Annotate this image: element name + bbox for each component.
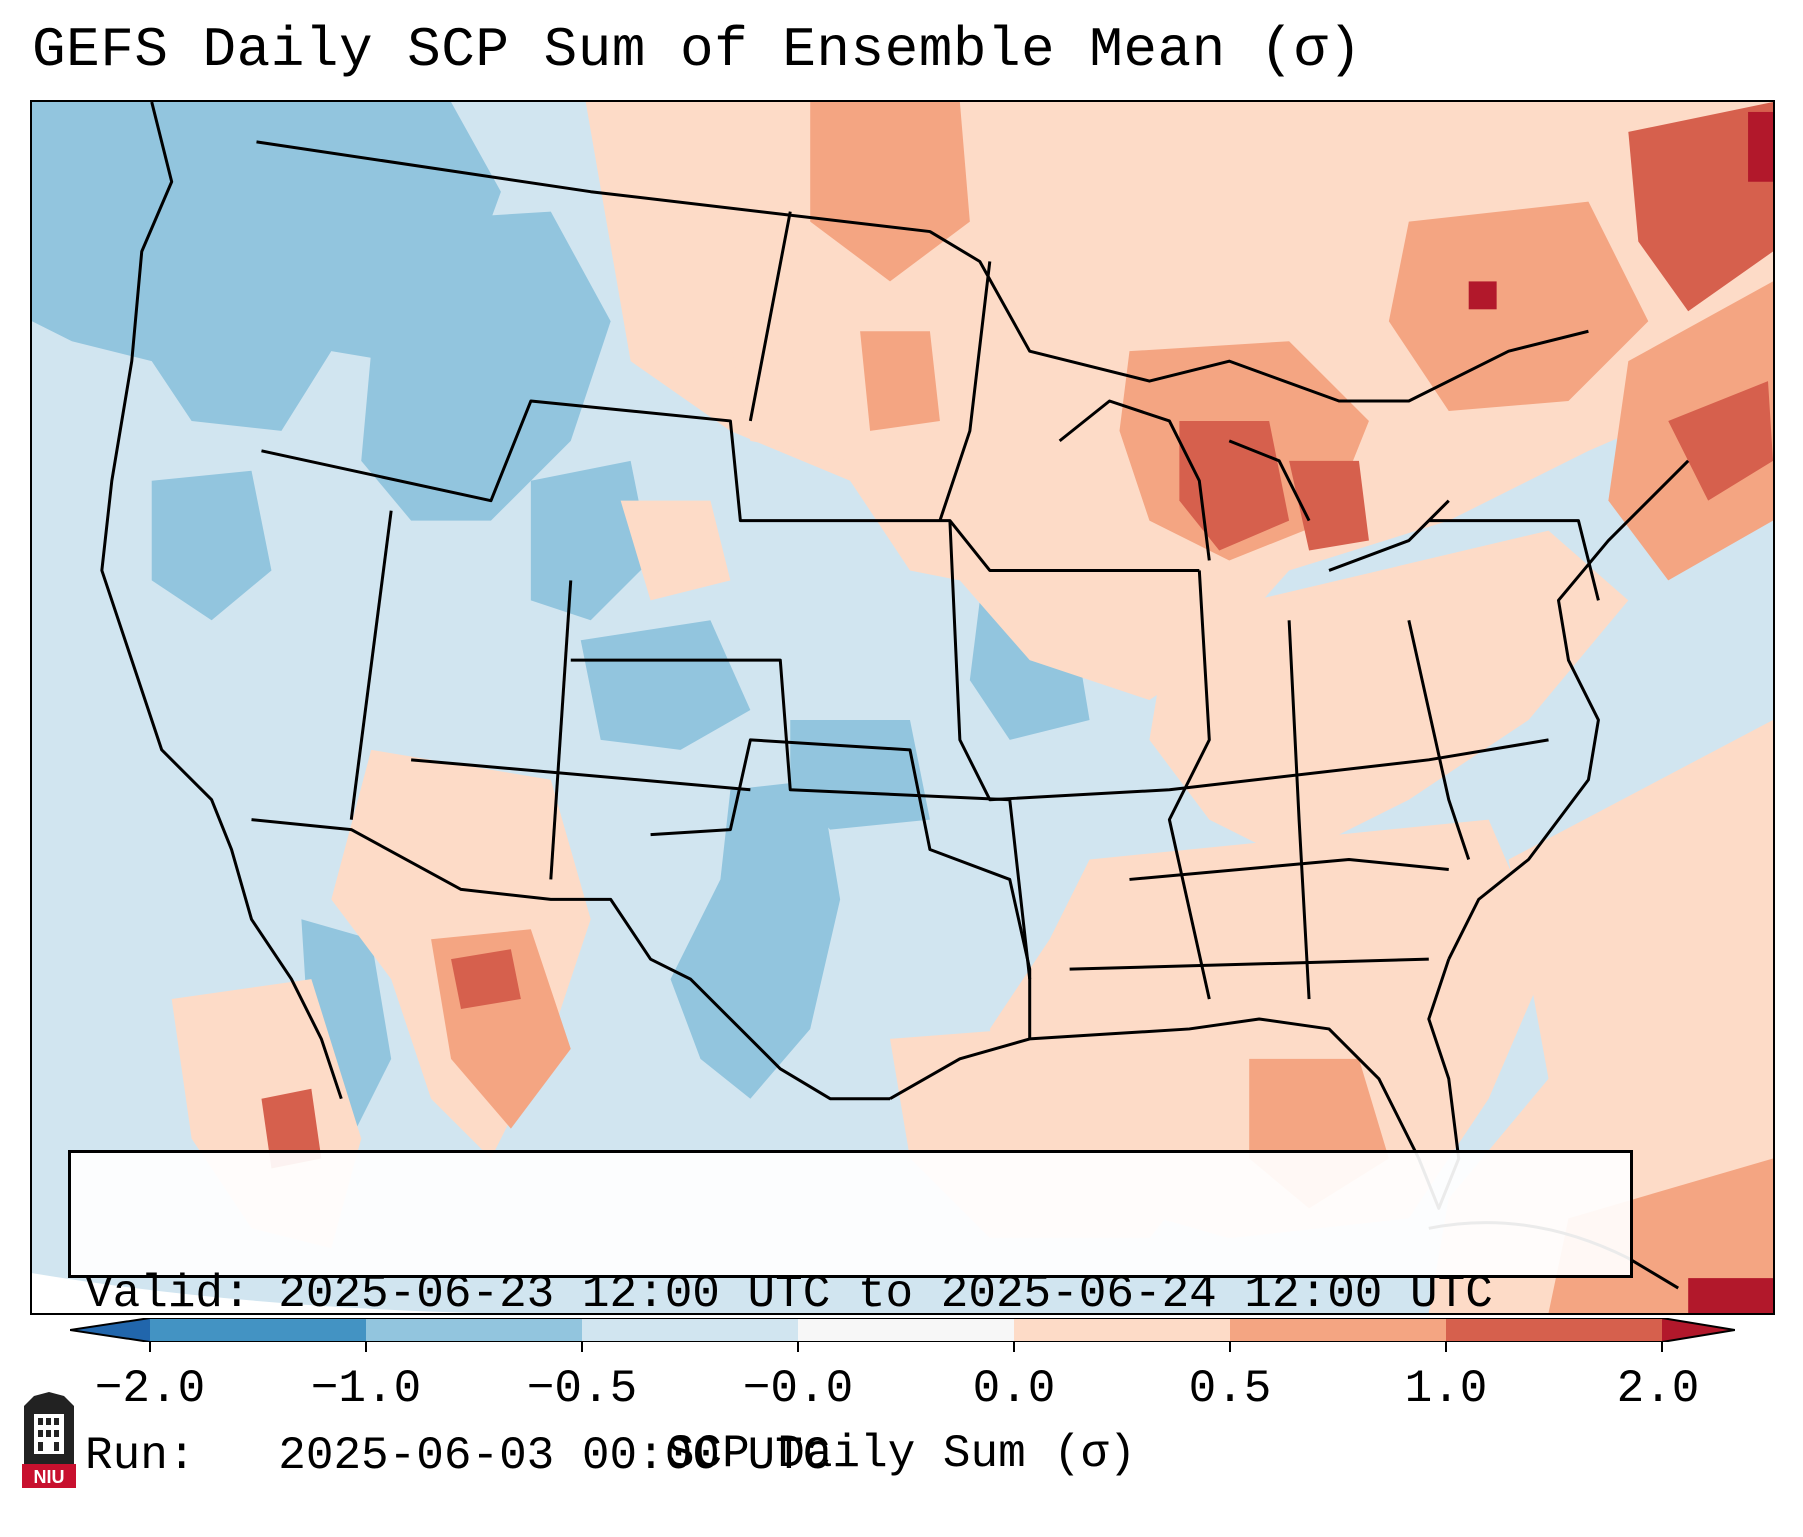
ontario-positive bbox=[1388, 201, 1649, 411]
tick-label-7: 1.0 bbox=[1404, 1363, 1488, 1415]
run-time-text: Run: 2025-06-03 00:00 UTC bbox=[85, 1430, 831, 1482]
interior-line-7 bbox=[1167, 570, 1211, 1000]
quebec-extreme bbox=[1468, 281, 1497, 310]
great-lakes-shore bbox=[1058, 399, 1450, 572]
tick-mark-3 bbox=[581, 1342, 583, 1352]
boundaries bbox=[100, 102, 1690, 1210]
tick-label-5: 0.0 bbox=[972, 1363, 1056, 1415]
tick-mark-2 bbox=[365, 1342, 367, 1352]
nd-positive bbox=[860, 331, 940, 431]
projection-edge bbox=[32, 1273, 731, 1313]
interior-line-4 bbox=[570, 658, 1032, 980]
us-canada-border bbox=[256, 140, 1589, 403]
idaho-montana-negative bbox=[361, 211, 611, 521]
valid-time-text: Valid: 2025-06-23 12:00 UTC to 2025-06-2… bbox=[85, 1268, 1493, 1320]
logo-text: NIU bbox=[34, 1467, 65, 1487]
interior-line-6 bbox=[948, 520, 1549, 802]
colorbar-seg-2 bbox=[366, 1318, 582, 1342]
tick-label-2: −1.0 bbox=[310, 1363, 422, 1415]
colorbar-seg-1 bbox=[150, 1318, 366, 1342]
interior-line-8 bbox=[1287, 620, 1311, 1000]
oregon-coast-negative bbox=[151, 470, 272, 621]
colorbar-label: SCP Daily Sum (σ) bbox=[666, 1428, 1137, 1480]
west-coast bbox=[100, 102, 343, 1100]
tick-mark-7 bbox=[1445, 1342, 1447, 1352]
valid-run-info: Valid: 2025-06-23 12:00 UTC to 2025-06-2… bbox=[68, 1150, 1633, 1482]
extreme-positive-regions bbox=[1468, 111, 1773, 1313]
interior-line-9 bbox=[1407, 619, 1471, 860]
anomaly-map bbox=[32, 102, 1773, 1313]
dakota-positive bbox=[810, 102, 970, 282]
colorbar-seg-3 bbox=[582, 1318, 798, 1342]
tick-mark-4 bbox=[797, 1342, 799, 1352]
niu-logo: NIU bbox=[22, 1392, 76, 1488]
interior-line-12 bbox=[748, 211, 992, 522]
tick-mark-5 bbox=[1013, 1342, 1015, 1352]
tick-label-4: −0.0 bbox=[742, 1363, 854, 1415]
interior-line-11 bbox=[1069, 957, 1429, 971]
colorbar bbox=[70, 1318, 1735, 1342]
colorbar-extend-max bbox=[1662, 1318, 1735, 1342]
interior-line-1 bbox=[261, 399, 1200, 572]
quebec-strong bbox=[1628, 102, 1773, 312]
baja-strong bbox=[261, 1088, 322, 1169]
interior-line-3 bbox=[549, 580, 573, 880]
maritimes-extreme bbox=[1748, 111, 1773, 182]
arizona-strong bbox=[451, 949, 521, 1010]
new-england-strong bbox=[1668, 381, 1773, 501]
texas-panhandle-negative bbox=[670, 779, 841, 1099]
colorbar-seg-5 bbox=[1014, 1318, 1230, 1342]
tick-label-1: −2.0 bbox=[94, 1363, 206, 1415]
gulf-coast bbox=[889, 958, 1461, 1210]
colorbar-seg-4 bbox=[798, 1318, 1014, 1342]
lake-huron-strong bbox=[1289, 460, 1369, 551]
interior-line-10 bbox=[1129, 858, 1449, 881]
chart-title: GEFS Daily SCP Sum of Ensemble Mean (σ) bbox=[32, 18, 1363, 82]
tick-label-3: −0.5 bbox=[526, 1363, 638, 1415]
interior-line-13 bbox=[1428, 519, 1600, 601]
tick-mark-6 bbox=[1229, 1342, 1231, 1352]
caribbean-extreme bbox=[1688, 1278, 1773, 1313]
map-panel bbox=[30, 100, 1775, 1315]
colorbar-extend-min bbox=[70, 1318, 150, 1342]
east-coast bbox=[1447, 459, 1690, 960]
logo-banner bbox=[22, 1464, 76, 1488]
wyoming-salmon bbox=[620, 500, 731, 601]
colorbar-seg-7 bbox=[1446, 1318, 1662, 1342]
tick-mark-8 bbox=[1661, 1342, 1663, 1352]
interior-line-2 bbox=[349, 510, 393, 820]
tick-label-8: 2.0 bbox=[1616, 1363, 1700, 1415]
colorado-negative bbox=[580, 620, 751, 750]
us-mexico-border bbox=[251, 818, 891, 1101]
interior-line-5 bbox=[410, 758, 751, 792]
kansas-negative bbox=[790, 719, 930, 830]
colorbar-seg-6 bbox=[1230, 1318, 1446, 1342]
tick-mark-1 bbox=[149, 1342, 151, 1352]
tick-label-6: 0.5 bbox=[1188, 1363, 1272, 1415]
